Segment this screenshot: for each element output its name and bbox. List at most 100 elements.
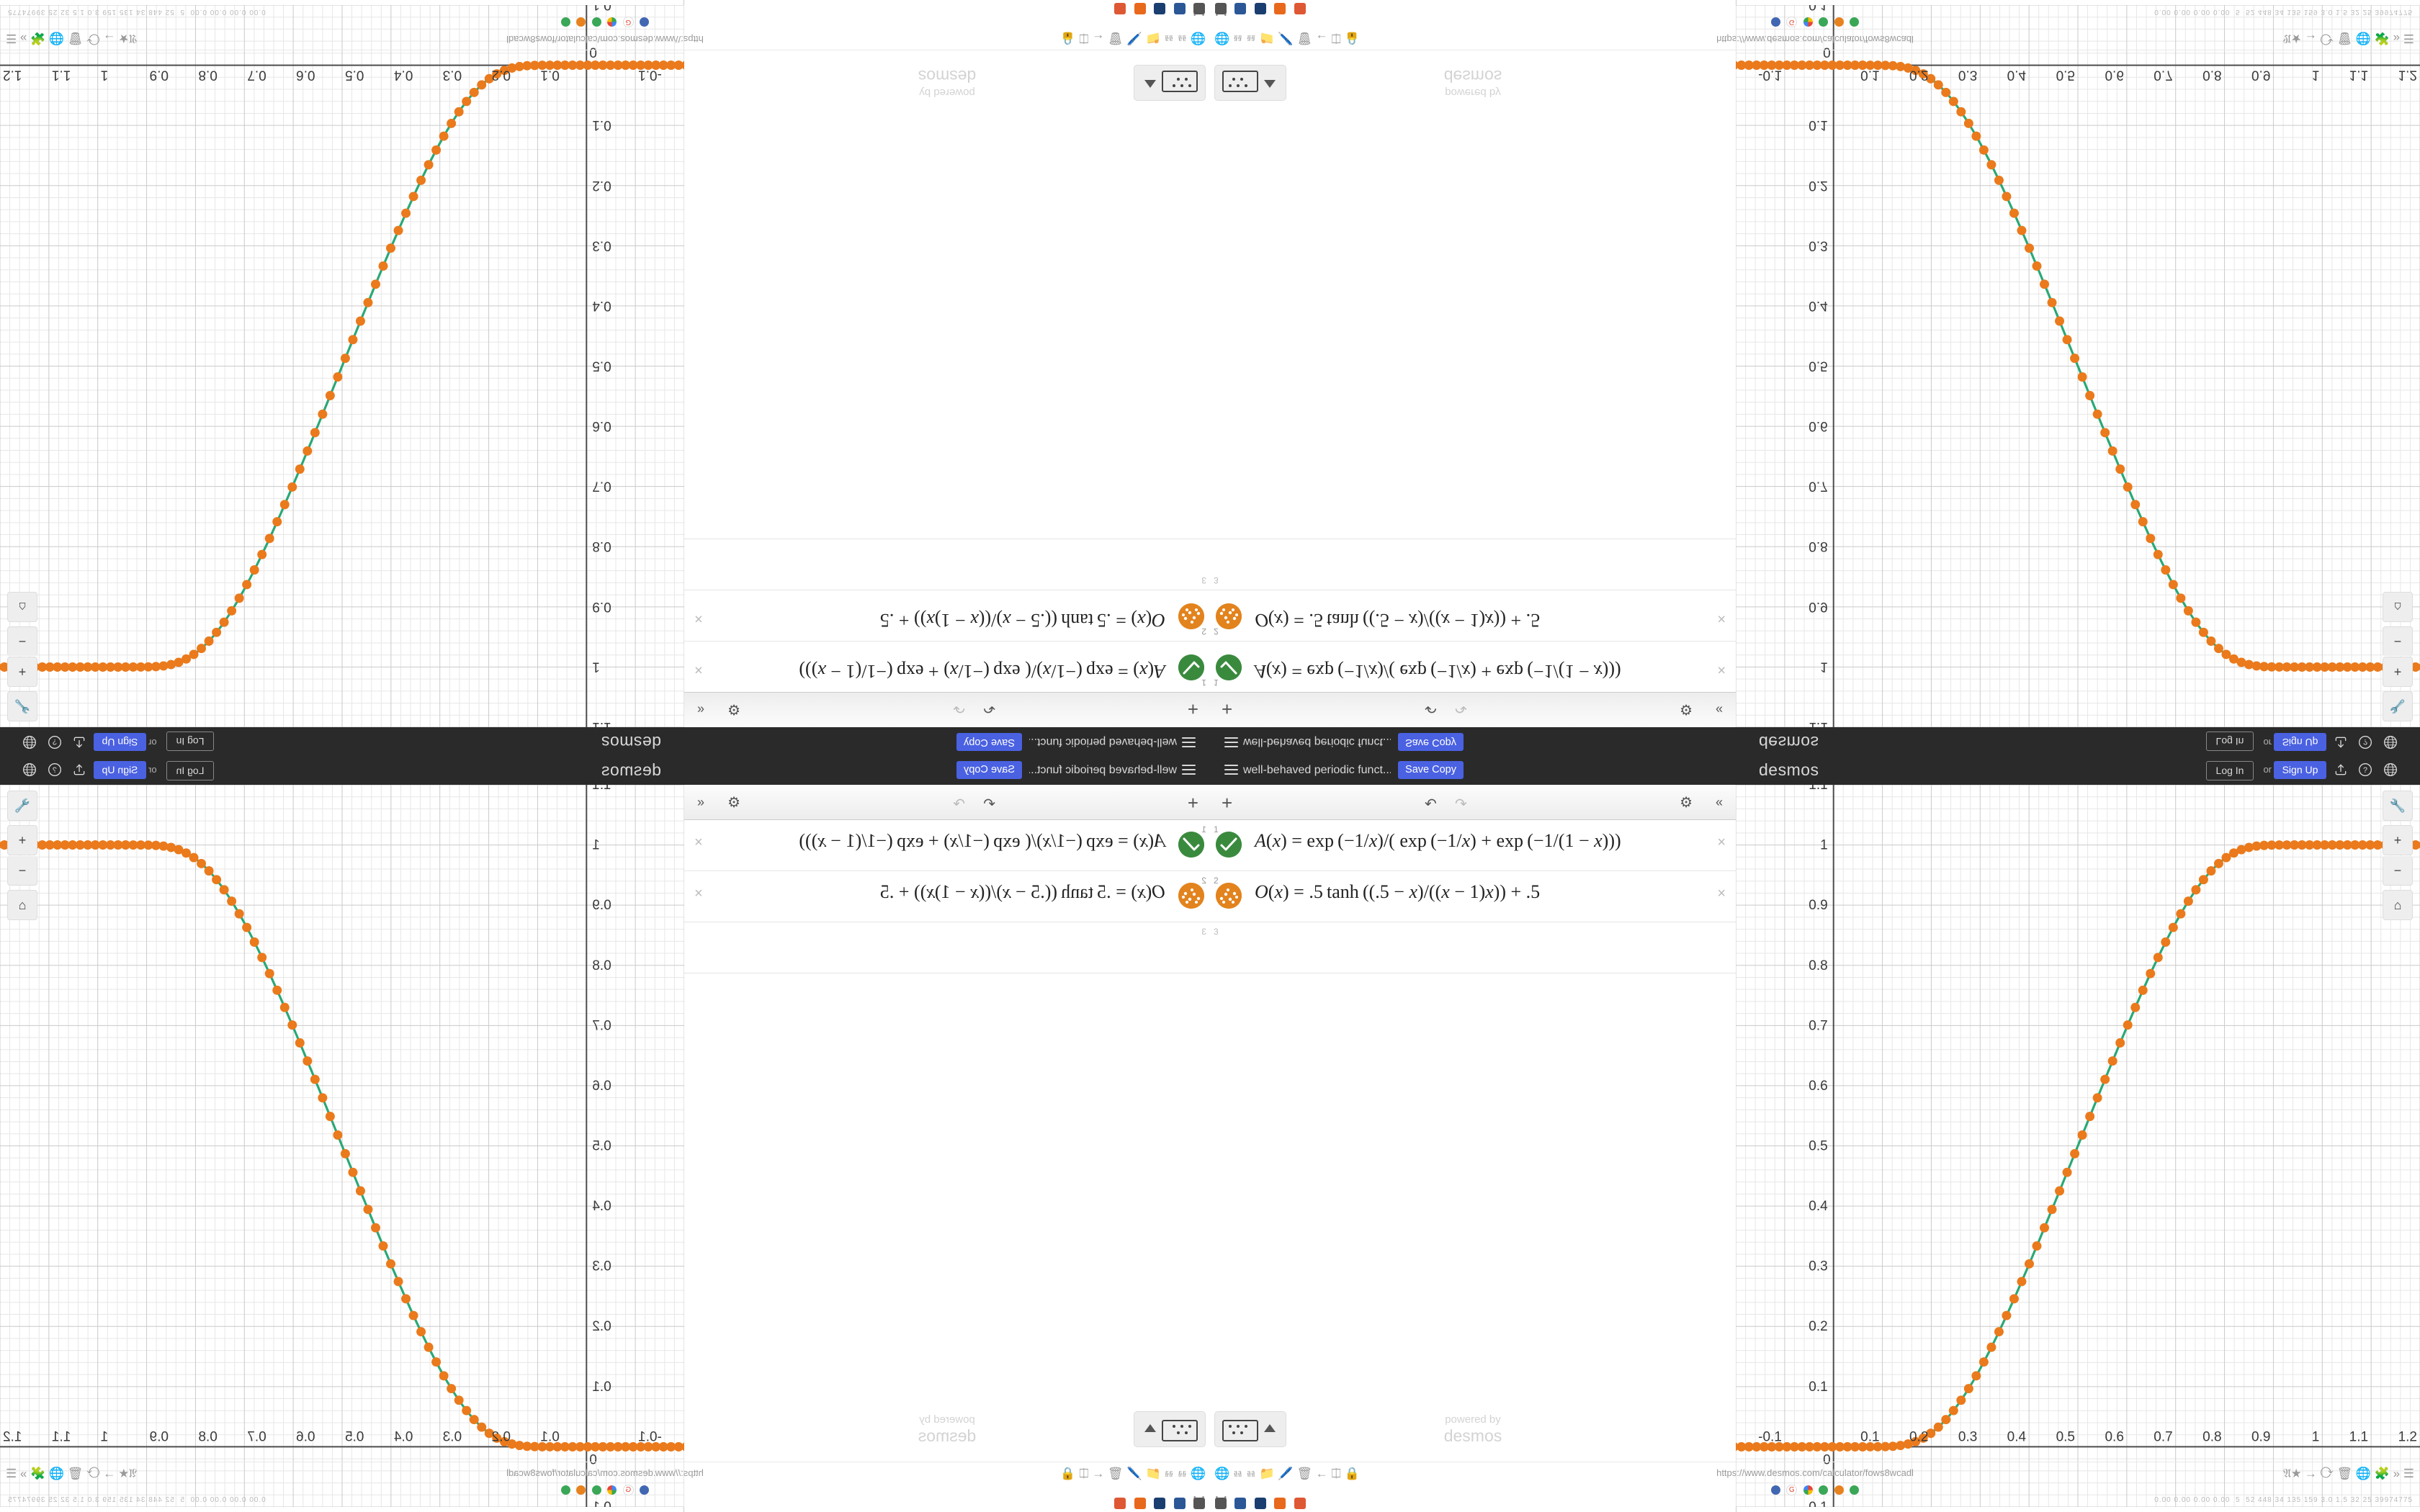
svg-text:1.1: 1.1 bbox=[592, 785, 611, 793]
svg-text:1.1: 1.1 bbox=[2349, 1429, 2368, 1444]
svg-text:0.1: 0.1 bbox=[592, 117, 611, 132]
svg-text:0.4: 0.4 bbox=[393, 1429, 413, 1444]
svg-text:0.6: 0.6 bbox=[592, 1079, 611, 1094]
svg-text:0.8: 0.8 bbox=[1809, 958, 1827, 973]
svg-text:?: ? bbox=[2363, 766, 2367, 775]
svg-text:0.3: 0.3 bbox=[1809, 1259, 1827, 1274]
svg-text:0.7: 0.7 bbox=[2154, 1429, 2172, 1444]
svg-text:0.4: 0.4 bbox=[1809, 1199, 1828, 1214]
svg-text:0.8: 0.8 bbox=[198, 68, 217, 83]
svg-text:-0.1: -0.1 bbox=[638, 68, 662, 83]
svg-text:0.9: 0.9 bbox=[1809, 898, 1827, 913]
svg-text:?: ? bbox=[53, 766, 57, 775]
svg-text:?: ? bbox=[53, 737, 57, 746]
svg-text:0.9: 0.9 bbox=[1809, 599, 1827, 614]
svg-text:1.2: 1.2 bbox=[2398, 68, 2417, 83]
svg-text:0.1: 0.1 bbox=[1860, 1429, 1879, 1444]
svg-text:0.9: 0.9 bbox=[2251, 1429, 2270, 1444]
svg-text:1.1: 1.1 bbox=[1809, 785, 1827, 793]
svg-text:0.6: 0.6 bbox=[296, 1429, 315, 1444]
svg-text:1: 1 bbox=[1820, 838, 1828, 853]
svg-text:0.1: 0.1 bbox=[540, 1429, 559, 1444]
svg-text:0.6: 0.6 bbox=[1809, 1079, 1827, 1094]
svg-text:0.2: 0.2 bbox=[1809, 178, 1827, 193]
svg-text:0.2: 0.2 bbox=[592, 178, 611, 193]
svg-text:0.2: 0.2 bbox=[492, 68, 511, 83]
svg-text:0.9: 0.9 bbox=[592, 898, 611, 913]
svg-text:1.1: 1.1 bbox=[1809, 719, 1827, 727]
svg-text:1.2: 1.2 bbox=[3, 1429, 22, 1444]
svg-text:1: 1 bbox=[1820, 659, 1828, 674]
svg-text:-0.1: -0.1 bbox=[1758, 68, 1782, 83]
svg-text:0.8: 0.8 bbox=[1809, 539, 1827, 554]
svg-text:0.1: 0.1 bbox=[1860, 68, 1879, 83]
svg-text:0.8: 0.8 bbox=[198, 1429, 217, 1444]
svg-text:0.9: 0.9 bbox=[150, 1429, 169, 1444]
svg-text:0.1: 0.1 bbox=[540, 68, 559, 83]
svg-text:0.7: 0.7 bbox=[247, 1429, 266, 1444]
svg-text:0.6: 0.6 bbox=[296, 68, 315, 83]
svg-text:0.8: 0.8 bbox=[592, 539, 611, 554]
svg-text:0.7: 0.7 bbox=[2154, 68, 2172, 83]
svg-text:0.2: 0.2 bbox=[592, 1319, 611, 1334]
svg-text:0.5: 0.5 bbox=[345, 68, 364, 83]
svg-text:-0.1: -0.1 bbox=[638, 1429, 662, 1444]
svg-text:0.3: 0.3 bbox=[592, 1259, 611, 1274]
svg-text:0.5: 0.5 bbox=[1809, 1139, 1827, 1154]
svg-text:1: 1 bbox=[592, 838, 600, 853]
svg-text:0.4: 0.4 bbox=[2007, 1429, 2027, 1444]
svg-text:0.9: 0.9 bbox=[2251, 68, 2270, 83]
svg-text:0.3: 0.3 bbox=[443, 1429, 462, 1444]
svg-text:0.6: 0.6 bbox=[2105, 68, 2123, 83]
svg-text:0.1: 0.1 bbox=[1809, 1380, 1827, 1395]
svg-text:0.1: 0.1 bbox=[592, 1380, 611, 1395]
svg-text:1.1: 1.1 bbox=[52, 1429, 71, 1444]
svg-text:0.4: 0.4 bbox=[1809, 298, 1828, 313]
svg-text:1.2: 1.2 bbox=[3, 68, 22, 83]
svg-text:0.3: 0.3 bbox=[1958, 68, 1977, 83]
svg-text:1: 1 bbox=[101, 1429, 109, 1444]
svg-text:1: 1 bbox=[2312, 68, 2320, 83]
svg-text:0.7: 0.7 bbox=[1809, 479, 1827, 494]
svg-text:0.5: 0.5 bbox=[2056, 68, 2075, 83]
svg-text:1.2: 1.2 bbox=[2398, 1429, 2417, 1444]
svg-text:0.8: 0.8 bbox=[2202, 68, 2221, 83]
svg-text:0.7: 0.7 bbox=[1809, 1018, 1827, 1033]
svg-text:0.3: 0.3 bbox=[1958, 1429, 1977, 1444]
svg-text:0.6: 0.6 bbox=[1809, 418, 1827, 433]
svg-text:-0.1: -0.1 bbox=[1758, 1429, 1782, 1444]
svg-text:0.5: 0.5 bbox=[1809, 359, 1827, 374]
svg-text:1.1: 1.1 bbox=[592, 719, 611, 727]
svg-text:1: 1 bbox=[2312, 1429, 2320, 1444]
svg-text:0.9: 0.9 bbox=[592, 599, 611, 614]
svg-text:0.2: 0.2 bbox=[1909, 1429, 1928, 1444]
svg-text:0.4: 0.4 bbox=[2007, 68, 2027, 83]
svg-text:0.6: 0.6 bbox=[592, 418, 611, 433]
svg-text:0.7: 0.7 bbox=[592, 479, 611, 494]
svg-text:0.3: 0.3 bbox=[1809, 238, 1827, 253]
svg-text:0.6: 0.6 bbox=[2105, 1429, 2123, 1444]
svg-text:0.8: 0.8 bbox=[592, 958, 611, 973]
svg-text:1: 1 bbox=[592, 659, 600, 674]
svg-text:0.4: 0.4 bbox=[393, 68, 413, 83]
svg-text:0.5: 0.5 bbox=[345, 1429, 364, 1444]
svg-text:0.5: 0.5 bbox=[592, 1139, 611, 1154]
svg-text:0.7: 0.7 bbox=[247, 68, 266, 83]
svg-text:0.4: 0.4 bbox=[592, 1199, 611, 1214]
svg-text:0.7: 0.7 bbox=[592, 1018, 611, 1033]
svg-text:1.1: 1.1 bbox=[52, 68, 71, 83]
svg-text:0.2: 0.2 bbox=[492, 1429, 511, 1444]
svg-text:1: 1 bbox=[101, 68, 109, 83]
svg-text:0.9: 0.9 bbox=[150, 68, 169, 83]
svg-text:0.5: 0.5 bbox=[592, 359, 611, 374]
svg-text:0.5: 0.5 bbox=[2056, 1429, 2075, 1444]
svg-text:0.1: 0.1 bbox=[1809, 117, 1827, 132]
svg-text:0.4: 0.4 bbox=[592, 298, 611, 313]
svg-text:0.3: 0.3 bbox=[443, 68, 462, 83]
svg-text:0.3: 0.3 bbox=[592, 238, 611, 253]
svg-text:0.8: 0.8 bbox=[2202, 1429, 2221, 1444]
svg-text:0.2: 0.2 bbox=[1809, 1319, 1827, 1334]
svg-text:?: ? bbox=[2363, 737, 2367, 746]
svg-text:0.2: 0.2 bbox=[1909, 68, 1928, 83]
svg-text:1.1: 1.1 bbox=[2349, 68, 2368, 83]
